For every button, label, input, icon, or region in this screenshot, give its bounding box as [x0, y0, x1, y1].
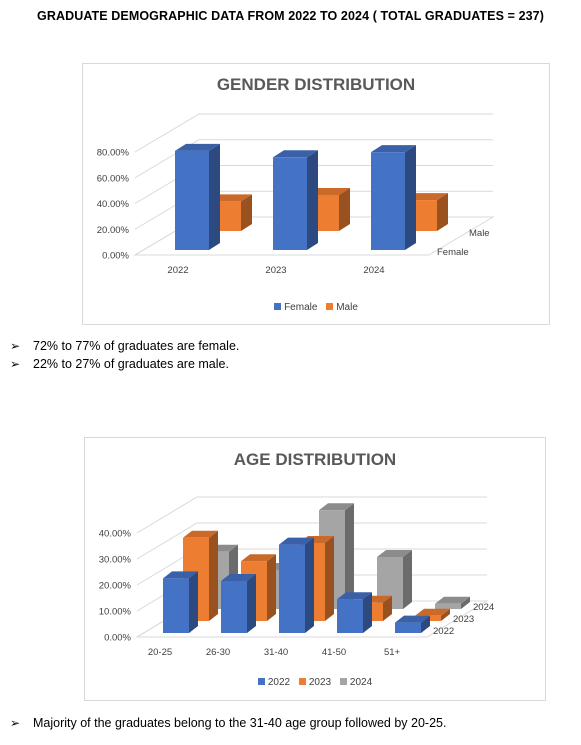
gender-note-text: 22% to 27% of graduates are male. — [33, 357, 229, 371]
bar-female-2023 — [273, 150, 318, 250]
bar-2024-51+ — [435, 596, 470, 609]
bar-female-2024 — [371, 145, 416, 250]
gender-notes: ➢ 72% to 77% of graduates are female. ➢ 22… — [10, 337, 239, 373]
depth-axis-label: 2024 — [473, 602, 494, 613]
gender-note-text: 72% to 77% of graduates are female. — [33, 339, 240, 353]
gridline — [136, 496, 487, 534]
legend-swatch-male — [326, 302, 334, 310]
y-tick-label: 40.00% — [97, 199, 130, 210]
age-note-text: Majority of the graduates belong to the … — [33, 716, 447, 730]
gridline — [134, 139, 493, 179]
x-tick-label: 41-50 — [322, 647, 346, 658]
arrowhead-bullet-icon: ➢ — [10, 339, 21, 353]
gender-note-item: ➢ 22% to 27% of graduates are male. — [10, 355, 239, 373]
legend-label-2024: 2024 — [349, 677, 373, 688]
legend-item-male: Male — [326, 302, 358, 313]
depth-axis-label: 2022 — [433, 626, 454, 637]
depth-axis-label: Male — [469, 228, 490, 239]
x-tick-label: 51+ — [384, 647, 401, 658]
y-tick-label: 40.00% — [99, 529, 132, 540]
bar-2024-41-50 — [377, 550, 412, 609]
y-tick-label: 20.00% — [97, 225, 130, 236]
x-tick-label: 20-25 — [148, 647, 172, 658]
x-tick-label: 26-30 — [206, 647, 230, 658]
gender-chart-title: GENDER DISTRIBUTION — [216, 75, 416, 94]
arrowhead-bullet-icon: ➢ — [10, 716, 21, 730]
y-tick-label: 60.00% — [97, 173, 130, 184]
legend-swatch-2024 — [339, 677, 347, 685]
legend-swatch-female — [274, 302, 282, 310]
y-tick-label: 30.00% — [99, 555, 132, 566]
x-tick-label: 2024 — [363, 265, 384, 276]
x-tick-label: 31-40 — [264, 647, 288, 658]
legend-item-2023: 2023 — [298, 677, 332, 688]
age-chart-title: AGE DISTRIBUTION — [233, 450, 397, 469]
gender-chart: GENDER DISTRIBUTION 0.00% 20.00% 40.00% 60.… — [82, 63, 550, 325]
legend-label-female: Female — [284, 302, 318, 313]
arrowhead-bullet-icon: ➢ — [10, 357, 21, 371]
gridline — [136, 522, 487, 560]
gender-note-item: ➢ 72% to 77% of graduates are female. — [10, 337, 239, 355]
bar-female-2022 — [175, 143, 220, 250]
legend-label-2023: 2023 — [308, 677, 332, 688]
bar-2022-51+ — [395, 615, 430, 633]
x-tick-label: 2022 — [167, 265, 188, 276]
legend-label-2022: 2022 — [267, 677, 291, 688]
legend-item-2022: 2022 — [257, 677, 291, 688]
bar-2022-41-50 — [337, 592, 372, 633]
legend-item-2024: 2024 — [339, 677, 373, 688]
bar-2022-31-40 — [279, 537, 314, 633]
legend-label-male: Male — [336, 302, 358, 313]
depth-axis-label: 2023 — [453, 614, 474, 625]
legend-item-female: Female — [274, 302, 317, 313]
age-notes: ➢ Majority of the graduates belong to the… — [10, 714, 446, 732]
bar-2022-26-30 — [221, 574, 256, 633]
depth-axis-label: Female — [437, 247, 469, 258]
age-chart: AGE DISTRIBUTION 0.00% 10.00% 20.00% 30.00%… — [84, 437, 546, 701]
age-chart-plot: 0.00% 10.00% 20.00% 30.00% 40.00% 20-25 26-30 3… — [99, 496, 494, 658]
legend-swatch-2022 — [257, 677, 265, 685]
y-tick-label: 10.00% — [99, 607, 132, 618]
age-note-item: ➢ Majority of the graduates belong to the… — [10, 714, 446, 732]
page-title: GRADUATE DEMOGRAPHIC DATA FROM 2022 TO 2… — [37, 9, 544, 23]
legend-swatch-2023 — [298, 677, 306, 685]
age-chart-legend: 2022 2023 2024 — [85, 677, 545, 688]
y-tick-label: 80.00% — [97, 148, 130, 159]
bar-2022-20-25 — [163, 571, 198, 633]
x-tick-label: 2023 — [265, 265, 286, 276]
y-tick-label: 20.00% — [99, 581, 132, 592]
y-tick-label: 0.00% — [104, 633, 131, 644]
gridline — [134, 113, 493, 153]
gender-chart-legend: Female Male — [83, 302, 549, 313]
gender-chart-plot: 0.00% 20.00% 40.00% 60.00% 80.00% 2022 2023 202… — [97, 113, 495, 276]
y-tick-label: 0.00% — [102, 251, 129, 262]
